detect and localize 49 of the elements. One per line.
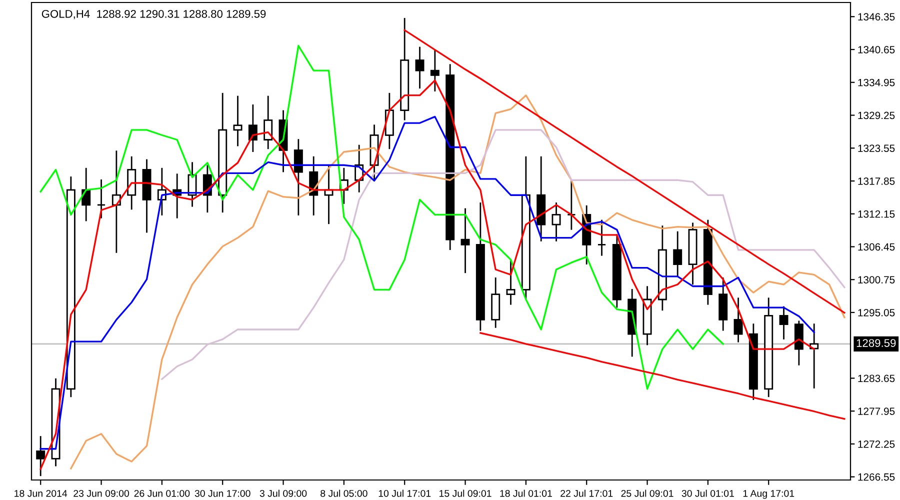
y-tick-label: 1312.15 xyxy=(858,210,895,218)
candlestick xyxy=(779,306,788,340)
candlestick xyxy=(506,260,516,305)
y-tick-label: 1346.35 xyxy=(858,13,895,21)
y-tick-label: 1323.55 xyxy=(858,144,895,152)
candlestick xyxy=(294,139,303,216)
x-tick-label: 23 Jun 09:00 xyxy=(74,490,129,497)
candlestick xyxy=(248,104,258,152)
candlestick xyxy=(233,96,242,146)
line-series xyxy=(480,332,846,420)
y-tick-label: 1306.45 xyxy=(858,243,895,251)
y-tick-label: 1317.85 xyxy=(858,177,895,185)
x-tick-label: 30 Jun 17:00 xyxy=(194,490,250,497)
y-tick-label: 1277.95 xyxy=(858,408,895,415)
y-tick-label: 1300.75 xyxy=(858,276,895,284)
candlestick xyxy=(96,179,106,218)
candlestick xyxy=(430,50,440,92)
y-tick-label: 1295.05 xyxy=(858,308,895,316)
candlestick xyxy=(460,208,470,274)
candlestick xyxy=(597,220,606,256)
y-tick-label: 1329.25 xyxy=(858,112,895,120)
candlestick xyxy=(36,436,46,476)
candlestick xyxy=(264,96,273,150)
candlestick xyxy=(734,298,743,342)
x-tick-label: 25 Jul 09:01 xyxy=(621,490,674,497)
y-tick-label: 1283.65 xyxy=(858,374,895,382)
line-series xyxy=(40,44,724,390)
y-tick-label: 1334.95 xyxy=(858,78,895,86)
x-tick-label: 18 Jun 2014 xyxy=(14,490,68,497)
y-tick-label: 1266.55 xyxy=(858,473,895,481)
x-tick-label: 26 Jun 01:00 xyxy=(134,490,190,497)
line-series xyxy=(161,129,846,380)
y-tick-label: 1272.25 xyxy=(858,440,895,448)
x-tick-label: 1 Aug 17:01 xyxy=(743,490,794,499)
ref-line-label: 1289.59 xyxy=(856,339,896,347)
candlestick xyxy=(415,46,424,89)
x-tick-label: 30 Jul 01:01 xyxy=(682,490,734,497)
line-series xyxy=(404,29,846,314)
y-tick-label: 1340.65 xyxy=(858,46,895,54)
x-tick-label: 22 Jul 17:01 xyxy=(560,490,613,497)
x-tick-label: 15 Jul 09:01 xyxy=(440,490,492,497)
text: GOLD,H4 1288.92 1290.31 1288.80 1289.59 xyxy=(42,10,266,20)
x-tick-label: 10 Jul 17:01 xyxy=(378,490,431,497)
x-tick-label: 3 Jul 09:00 xyxy=(260,490,307,497)
candlestick xyxy=(673,231,682,276)
candlestick xyxy=(552,202,561,242)
x-tick-label: 8 Jul 05:00 xyxy=(320,490,368,497)
x-tick-label: 18 Jul 01:01 xyxy=(500,490,552,497)
candlestick xyxy=(566,179,576,230)
